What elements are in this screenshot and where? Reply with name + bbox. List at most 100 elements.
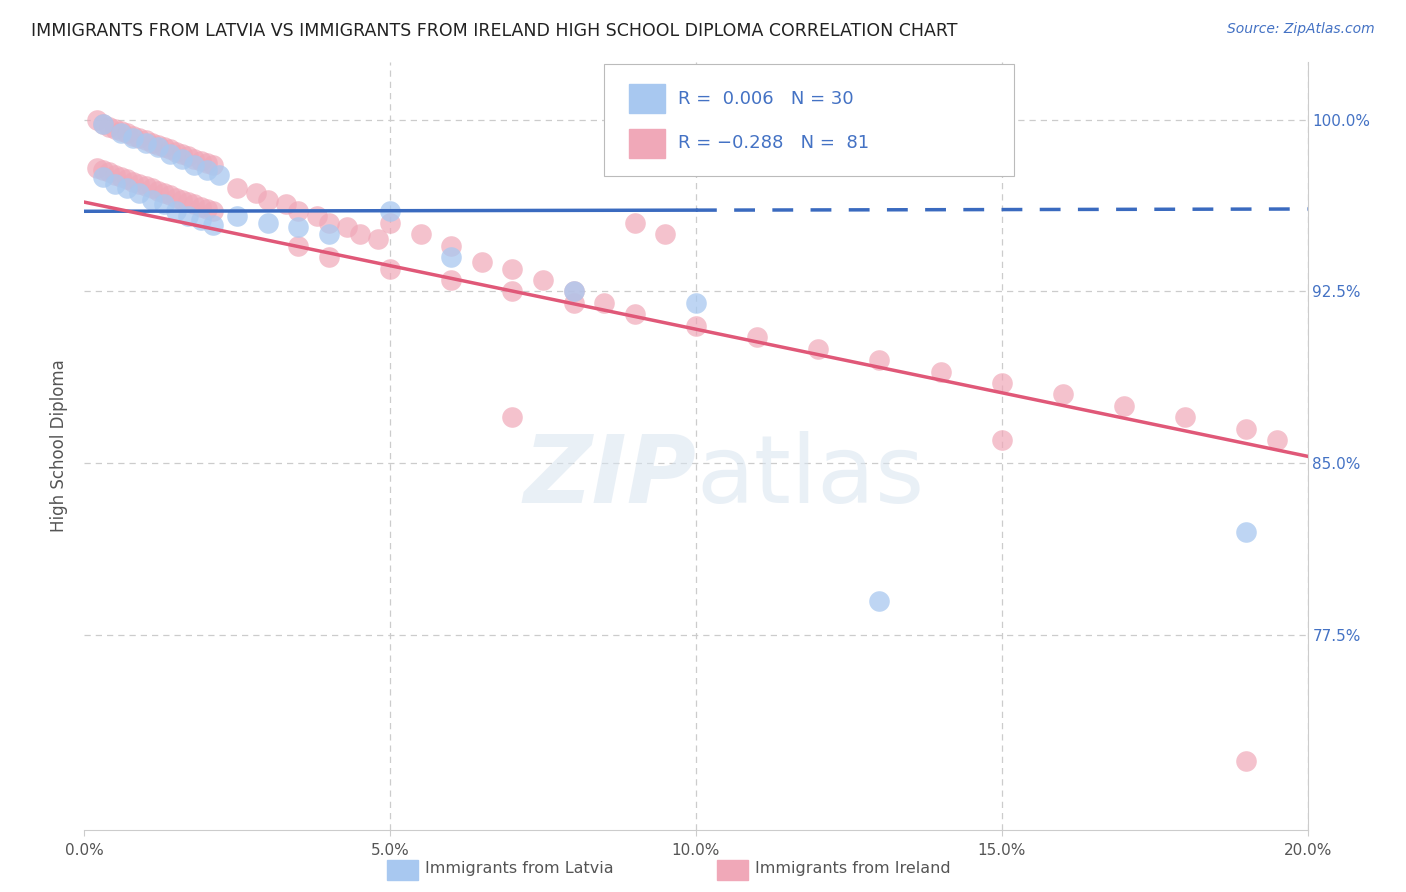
Point (593, 296, 616, 310)
Point (869, 593, 891, 607)
Point (122, 128, 145, 143)
Point (380, 204, 402, 219)
Point (128, 177, 150, 191)
Point (159, 143, 181, 157)
Point (159, 188, 181, 202)
Bar (628, 84, 665, 113)
Point (1174, 410, 1197, 425)
Point (183, 152, 205, 166)
Point (110, 127, 132, 141)
Point (226, 181, 249, 195)
Point (440, 250, 463, 264)
Text: Source: ZipAtlas.com: Source: ZipAtlas.com (1227, 22, 1375, 37)
Point (471, 254, 494, 268)
Point (91, 117, 114, 131)
Point (287, 220, 309, 235)
Point (201, 218, 224, 232)
Point (183, 197, 205, 211)
Point (1236, 524, 1258, 539)
Point (807, 342, 830, 356)
Text: IMMIGRANTS FROM LATVIA VS IMMIGRANTS FROM IRELAND HIGH SCHOOL DIPLOMA CORRELATIO: IMMIGRANTS FROM LATVIA VS IMMIGRANTS FRO… (31, 22, 957, 40)
Point (97, 120, 120, 134)
Point (91, 169, 114, 184)
Point (190, 153, 212, 168)
Point (440, 273, 463, 287)
Point (86, 161, 108, 175)
Point (122, 174, 145, 188)
Point (226, 209, 249, 223)
Point (287, 238, 309, 252)
Point (747, 330, 769, 344)
Point (276, 197, 298, 211)
Point (115, 127, 138, 141)
Point (624, 307, 647, 321)
Point (104, 168, 127, 182)
Point (104, 121, 127, 136)
Point (1236, 754, 1258, 768)
Point (287, 204, 309, 219)
Point (195, 202, 218, 216)
Text: Immigrants from Latvia: Immigrants from Latvia (425, 862, 613, 876)
Point (104, 177, 127, 191)
Point (195, 163, 218, 178)
Point (172, 193, 194, 207)
Point (869, 353, 891, 368)
Point (1236, 422, 1258, 436)
Text: Immigrants from Ireland: Immigrants from Ireland (755, 862, 950, 876)
Point (1052, 387, 1074, 401)
Point (165, 204, 187, 219)
Point (257, 193, 280, 207)
Point (380, 216, 402, 230)
Point (141, 193, 163, 207)
Text: R =  0.006   N = 30: R = 0.006 N = 30 (678, 90, 853, 108)
Point (624, 216, 647, 230)
Point (159, 147, 181, 161)
Point (685, 296, 707, 310)
Point (135, 179, 157, 194)
Point (929, 365, 952, 379)
Point (190, 213, 212, 227)
Point (91, 117, 114, 131)
Bar (628, 128, 665, 158)
Point (115, 181, 138, 195)
Point (318, 227, 340, 242)
Point (128, 186, 150, 200)
Point (165, 145, 187, 159)
Point (201, 159, 224, 173)
Point (305, 209, 328, 223)
Point (245, 186, 267, 200)
Point (318, 216, 340, 230)
Point (146, 137, 169, 152)
Point (367, 232, 389, 246)
Point (562, 296, 585, 310)
Point (502, 261, 524, 276)
Point (195, 156, 218, 170)
Point (190, 200, 212, 214)
Point (208, 168, 231, 182)
Point (172, 152, 194, 166)
Text: atlas: atlas (696, 431, 924, 523)
Point (502, 410, 524, 425)
Point (146, 140, 169, 154)
Point (177, 149, 200, 163)
Point (141, 136, 163, 150)
Point (183, 159, 205, 173)
Point (153, 197, 176, 211)
Point (318, 250, 340, 264)
Point (115, 172, 138, 186)
Point (201, 204, 224, 219)
Point (502, 285, 524, 299)
Point (1114, 399, 1136, 413)
Point (562, 285, 585, 299)
Point (135, 133, 157, 147)
Point (91, 163, 114, 178)
Y-axis label: High School Diploma: High School Diploma (51, 359, 69, 533)
Point (122, 131, 145, 145)
FancyBboxPatch shape (605, 64, 1014, 176)
Point (440, 238, 463, 252)
Point (146, 184, 169, 198)
Point (165, 190, 187, 204)
Point (349, 227, 371, 242)
Point (110, 124, 132, 138)
Point (110, 169, 132, 184)
